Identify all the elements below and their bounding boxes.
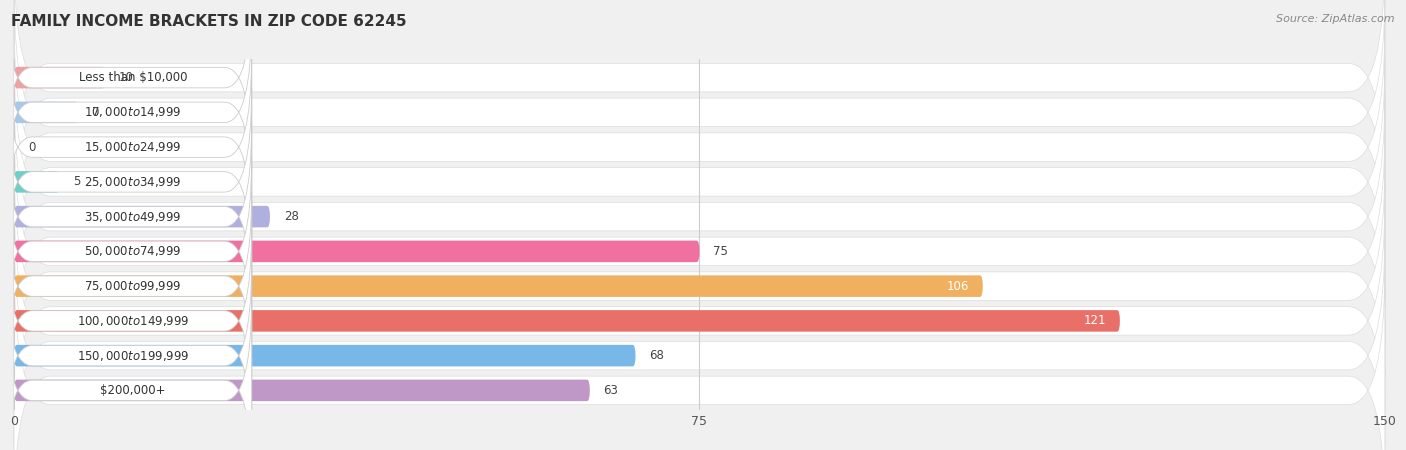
FancyBboxPatch shape xyxy=(14,0,1385,237)
FancyBboxPatch shape xyxy=(4,88,252,276)
FancyBboxPatch shape xyxy=(14,275,983,297)
Text: $10,000 to $14,999: $10,000 to $14,999 xyxy=(84,105,181,119)
FancyBboxPatch shape xyxy=(14,126,1385,376)
FancyBboxPatch shape xyxy=(14,196,1385,446)
FancyBboxPatch shape xyxy=(14,266,1385,450)
Text: 5: 5 xyxy=(73,176,80,189)
Text: 7: 7 xyxy=(91,106,100,119)
FancyBboxPatch shape xyxy=(14,22,1385,272)
FancyBboxPatch shape xyxy=(14,162,1385,411)
Text: 28: 28 xyxy=(284,210,298,223)
Text: 106: 106 xyxy=(946,279,969,292)
Text: $35,000 to $49,999: $35,000 to $49,999 xyxy=(84,210,181,224)
Text: $200,000+: $200,000+ xyxy=(100,384,166,397)
FancyBboxPatch shape xyxy=(14,206,270,227)
FancyBboxPatch shape xyxy=(4,53,252,241)
FancyBboxPatch shape xyxy=(4,192,252,380)
FancyBboxPatch shape xyxy=(14,345,636,366)
FancyBboxPatch shape xyxy=(14,380,591,401)
FancyBboxPatch shape xyxy=(14,231,1385,450)
Text: $15,000 to $24,999: $15,000 to $24,999 xyxy=(84,140,181,154)
FancyBboxPatch shape xyxy=(14,92,1385,342)
FancyBboxPatch shape xyxy=(4,261,252,450)
FancyBboxPatch shape xyxy=(14,241,700,262)
Text: 75: 75 xyxy=(713,245,728,258)
Text: 0: 0 xyxy=(28,140,35,153)
FancyBboxPatch shape xyxy=(4,158,252,346)
FancyBboxPatch shape xyxy=(4,18,252,207)
FancyBboxPatch shape xyxy=(4,227,252,415)
Text: Less than $10,000: Less than $10,000 xyxy=(79,71,187,84)
Text: 63: 63 xyxy=(603,384,619,397)
Text: FAMILY INCOME BRACKETS IN ZIP CODE 62245: FAMILY INCOME BRACKETS IN ZIP CODE 62245 xyxy=(11,14,406,28)
Text: $25,000 to $34,999: $25,000 to $34,999 xyxy=(84,175,181,189)
FancyBboxPatch shape xyxy=(14,67,105,88)
FancyBboxPatch shape xyxy=(14,0,1385,202)
FancyBboxPatch shape xyxy=(4,0,252,171)
Text: 121: 121 xyxy=(1084,315,1107,328)
Text: 10: 10 xyxy=(120,71,134,84)
FancyBboxPatch shape xyxy=(14,171,60,193)
Text: 68: 68 xyxy=(650,349,664,362)
FancyBboxPatch shape xyxy=(4,122,252,310)
Text: $100,000 to $149,999: $100,000 to $149,999 xyxy=(77,314,188,328)
FancyBboxPatch shape xyxy=(14,102,79,123)
Text: $75,000 to $99,999: $75,000 to $99,999 xyxy=(84,279,181,293)
FancyBboxPatch shape xyxy=(14,310,1121,332)
Text: $150,000 to $199,999: $150,000 to $199,999 xyxy=(77,349,188,363)
FancyBboxPatch shape xyxy=(14,57,1385,306)
Text: Source: ZipAtlas.com: Source: ZipAtlas.com xyxy=(1277,14,1395,23)
FancyBboxPatch shape xyxy=(4,297,252,450)
Text: $50,000 to $74,999: $50,000 to $74,999 xyxy=(84,244,181,258)
